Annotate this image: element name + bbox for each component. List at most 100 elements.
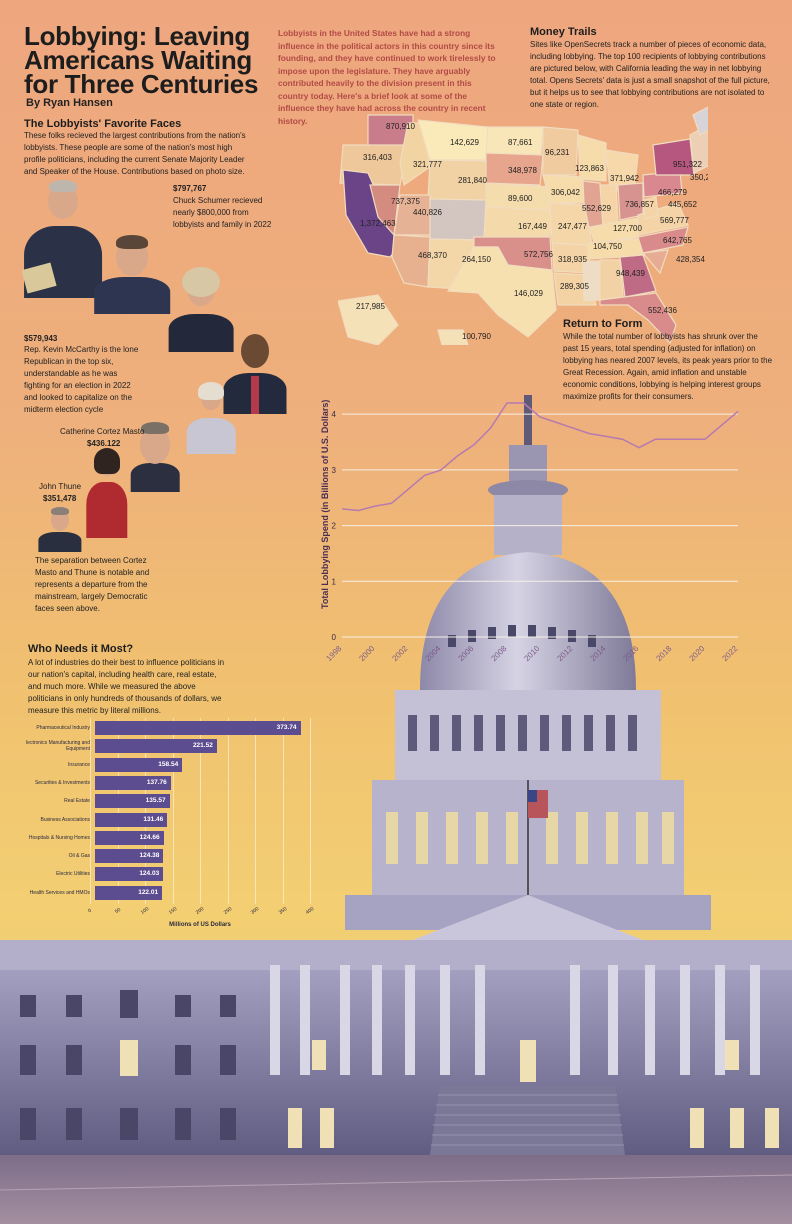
map-state-wv xyxy=(642,196,659,220)
map-state-me xyxy=(692,106,708,136)
bar-category-label: Oil & Gas xyxy=(68,853,90,860)
bar-value-label: 158.54 xyxy=(158,760,179,768)
line-chart-x-tick: 2014 xyxy=(588,644,607,663)
byline: By Ryan Hansen xyxy=(26,97,113,109)
map-value-label: 247,477 xyxy=(558,222,587,231)
toomey-photo xyxy=(128,420,182,492)
bar: 124.66 xyxy=(95,830,164,845)
hassan-photo xyxy=(165,262,237,352)
map-value-label: 87,661 xyxy=(508,138,533,147)
map-value-label: 350,270 xyxy=(690,173,708,182)
map-value-label: 736,857 xyxy=(625,200,654,209)
bar-row: Securities & Investments 137.76 xyxy=(10,775,310,790)
bar: 124.03 xyxy=(95,867,164,882)
line-chart-x-tick: 1998 xyxy=(324,644,343,663)
bar-chart-x-tick: 250 xyxy=(222,906,233,916)
map-state-fl xyxy=(599,292,677,345)
money-trails-heading: Money Trails xyxy=(530,26,597,38)
map-value-label: 428,354 xyxy=(676,255,705,264)
map-value-label: 104,750 xyxy=(593,242,622,251)
line-chart-x-tick: 2012 xyxy=(555,644,574,663)
return-to-form-text: While the total number of lobbyists has … xyxy=(563,332,773,401)
line-chart-y-tick: 3 xyxy=(332,466,337,475)
map-value-label: 318,935 xyxy=(558,255,587,264)
bar: 158.54 xyxy=(95,757,183,772)
line-chart-x-tick: 2006 xyxy=(456,644,475,663)
map-value-label: 371,942 xyxy=(610,174,639,183)
thune-amount: $351,478 xyxy=(43,494,77,503)
map-state-sc xyxy=(641,249,669,275)
bar-chart-x-tick: 200 xyxy=(194,906,206,916)
bar-row: Real Estate 135.57 xyxy=(10,794,310,809)
schumer-photo xyxy=(22,178,104,298)
bar: 221.52 xyxy=(95,739,217,754)
mccarthy-text: Rep. Kevin McCarthy is the lone Republic… xyxy=(24,345,139,414)
lobbying-spend-line xyxy=(341,402,739,512)
map-value-label: 348,978 xyxy=(508,166,537,175)
bar-category-label: Pharmaceutical Industry xyxy=(36,725,90,731)
bar-chart-x-tick: 350 xyxy=(277,906,288,916)
bar-category-label: lectronics Manufacturing and Equipment xyxy=(26,740,90,753)
line-chart-y-tick: 1 xyxy=(332,577,337,586)
line-chart-x-tick: 2016 xyxy=(621,644,640,663)
bar-chart-x-tick: 0 xyxy=(87,907,93,915)
map-state-ca xyxy=(342,169,401,258)
bar-category-label: Securities & Investments xyxy=(34,779,90,786)
bar: 137.76 xyxy=(95,775,171,790)
line-chart-x-tick: 2022 xyxy=(720,644,739,663)
map-value-label: 552,629 xyxy=(582,204,611,213)
bar-chart-gridline xyxy=(255,718,256,904)
bar-value-label: 373.74 xyxy=(276,724,297,731)
map-value-label: 1,372,463 xyxy=(360,219,396,228)
map-value-label: 737,375 xyxy=(391,197,420,206)
line-chart-x-tick: 2000 xyxy=(357,644,376,663)
faces-text: These folks recieved the largest contrib… xyxy=(24,131,246,176)
bar-chart-x-tick: 50 xyxy=(113,906,122,916)
map-value-label: 89,600 xyxy=(508,194,533,203)
line-chart-x-tick: 2004 xyxy=(423,644,442,663)
map-value-label: 569,777 xyxy=(660,216,689,225)
map-value-label: 100,790 xyxy=(462,332,491,341)
bar-category-label: Real Estate xyxy=(64,798,90,805)
bar-value-label: 137.76 xyxy=(146,778,167,786)
bar-chart-x-tick: 150 xyxy=(167,906,178,916)
bar: 122.01 xyxy=(95,885,163,900)
map-state-tx xyxy=(446,246,557,338)
thune-name: John Thune xyxy=(39,482,82,491)
bar-row: Insurance 158.54 xyxy=(10,757,310,772)
masto-photo xyxy=(84,448,130,538)
map-state-hi xyxy=(437,329,469,345)
map-state-ny xyxy=(652,138,695,176)
bar-category-label: Business Associations xyxy=(40,816,90,823)
bar-row: Health Services and HMOs 122.01 xyxy=(10,885,310,900)
line-chart-x-tick: 2002 xyxy=(390,644,409,663)
masto-amount: $436.122 xyxy=(87,439,121,448)
map-state-ak xyxy=(338,294,399,345)
map-state-co xyxy=(429,198,487,241)
line-chart-y-tick: 2 xyxy=(332,522,337,531)
map-state-wi xyxy=(577,134,607,182)
schumer-amount: $797,767 xyxy=(173,184,207,193)
map-value-label: 142,629 xyxy=(450,138,479,147)
bar: 124.38 xyxy=(95,849,164,864)
map-value-label: 306,042 xyxy=(551,188,580,197)
map-state-va xyxy=(637,202,689,236)
return-to-form-heading: Return to Form xyxy=(563,318,643,330)
line-chart-y-tick: 0 xyxy=(332,633,337,642)
bar-row: lectronics Manufacturing and Equipment 22… xyxy=(10,739,310,754)
map-state-ga xyxy=(619,254,657,298)
map-value-label: 96,231 xyxy=(545,148,570,157)
map-value-label: 951,322 xyxy=(673,160,702,169)
bar: 135.57 xyxy=(95,794,170,809)
faces-closing-text: The separation between Cortez Masto and … xyxy=(35,556,150,613)
masto-name: Catherine Cortez Masto xyxy=(60,427,145,436)
map-value-label: 289,305 xyxy=(560,282,589,291)
line-chart-x-tick: 2008 xyxy=(489,644,508,663)
map-value-label: 281,840 xyxy=(458,176,487,185)
line-chart-x-tick: 2018 xyxy=(654,644,673,663)
industry-bar-chart: Pharmaceutical Industry 373.74 lectronics … xyxy=(5,718,315,933)
map-value-label: 642,765 xyxy=(663,236,692,245)
map-value-label: 316,403 xyxy=(363,153,392,162)
map-state-nc xyxy=(637,226,689,254)
